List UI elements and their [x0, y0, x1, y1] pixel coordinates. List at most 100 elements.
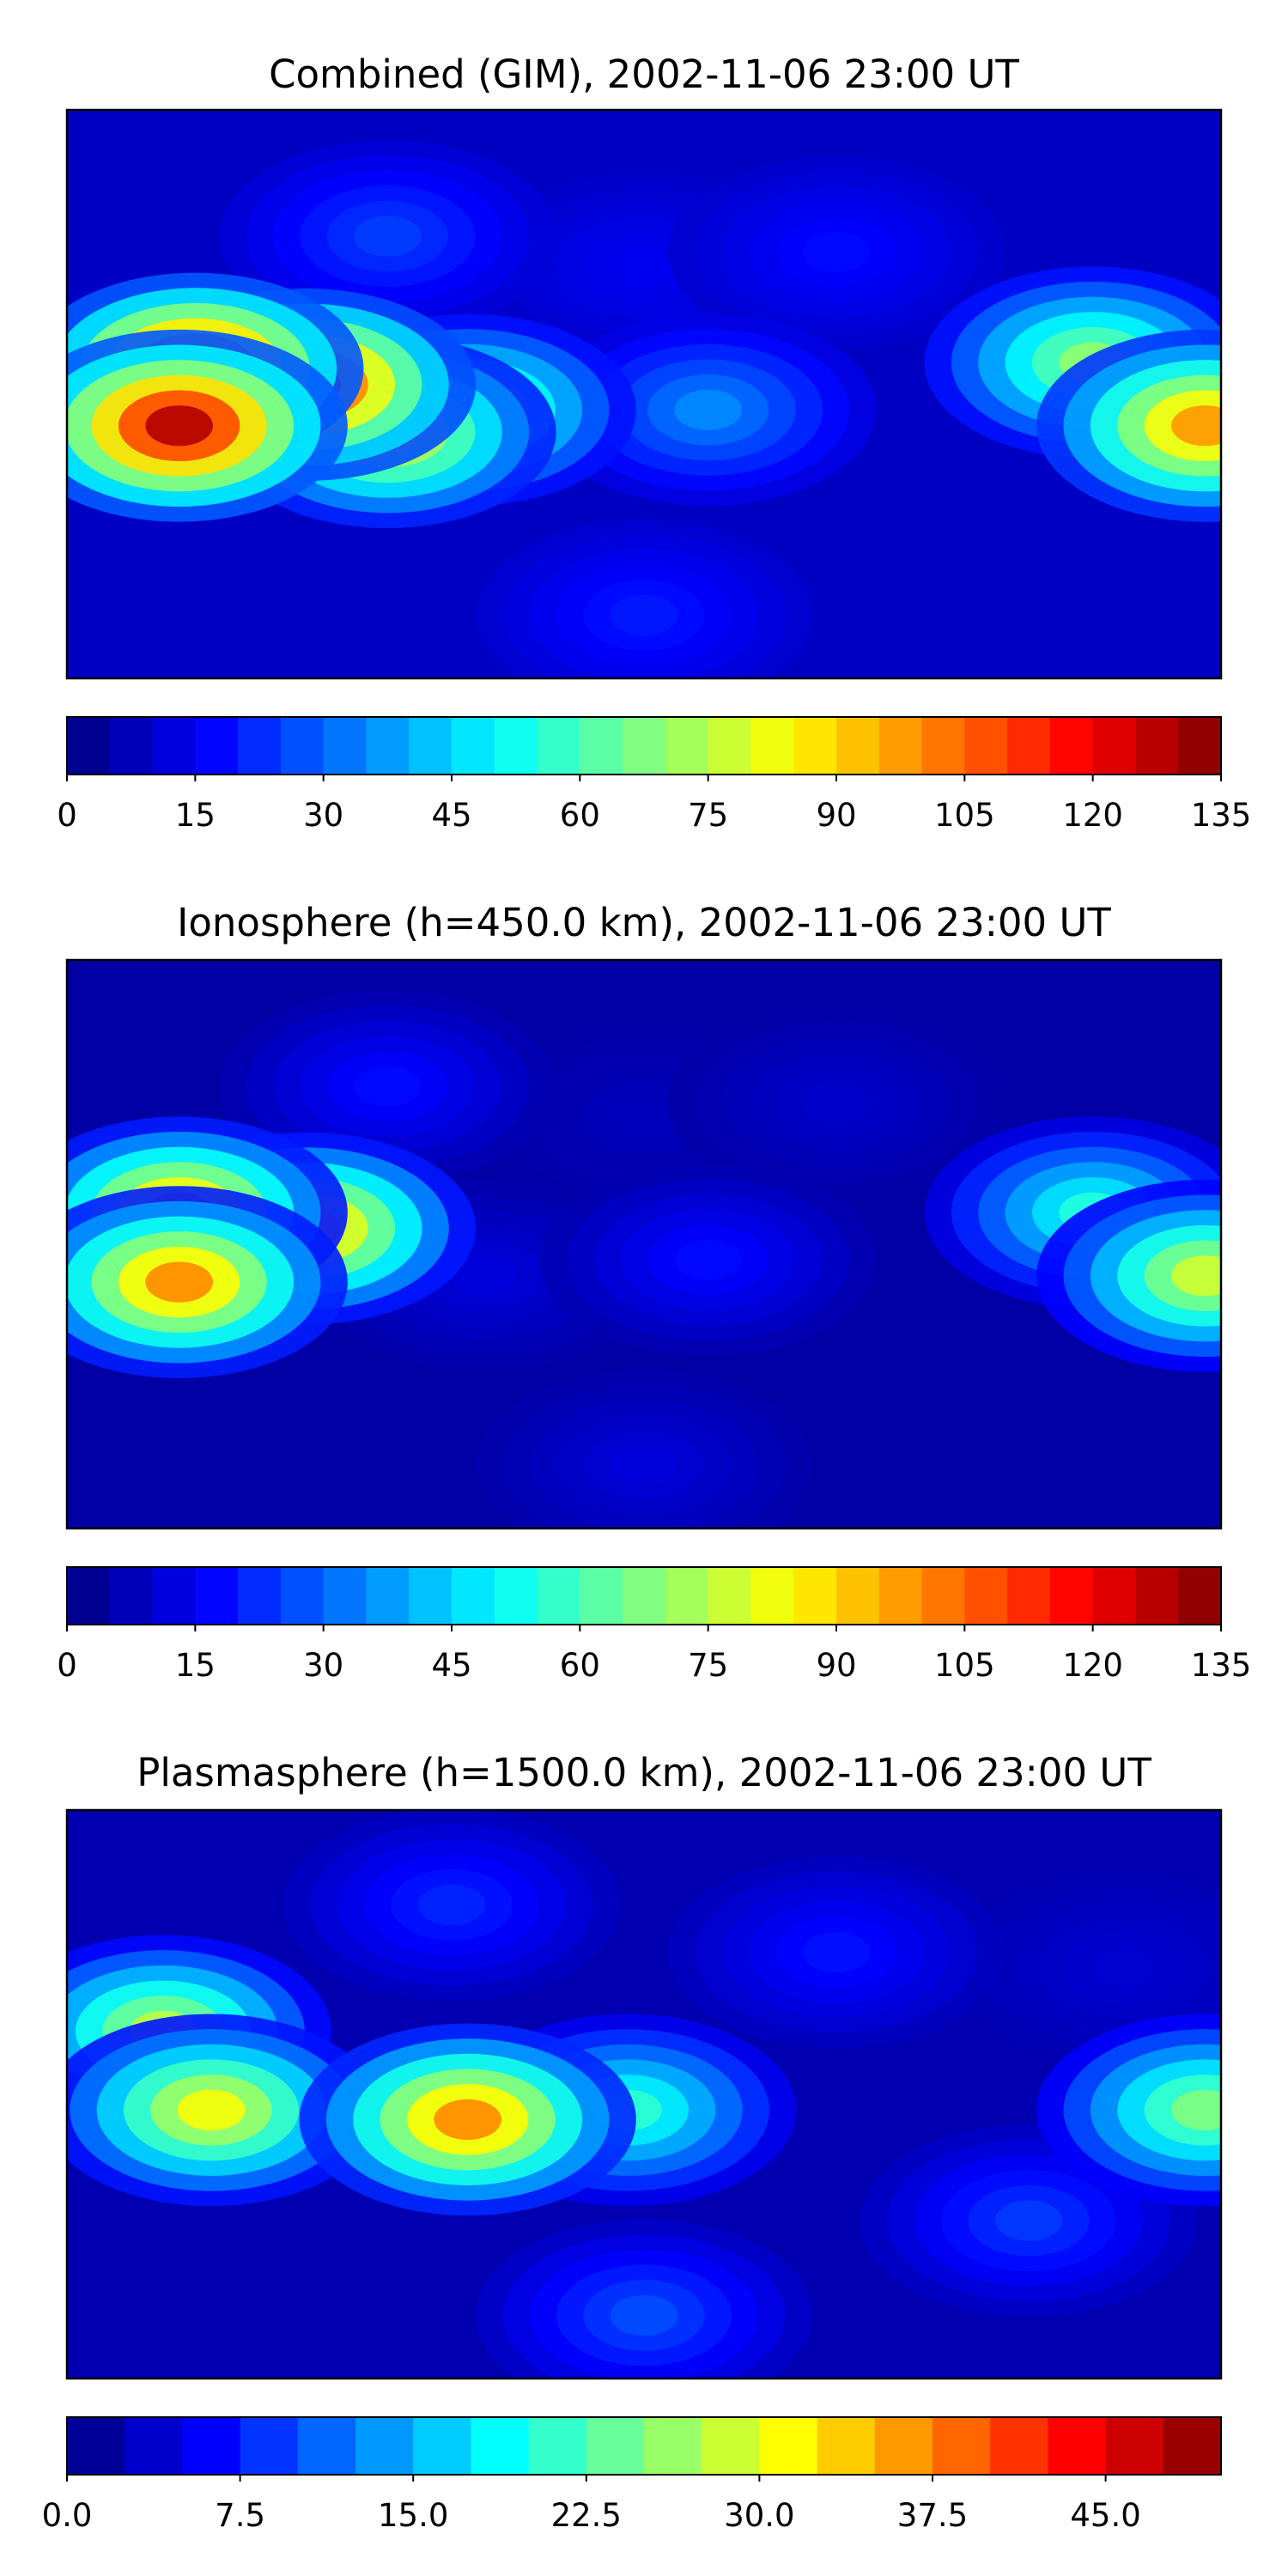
- colorbar-swatch: [280, 717, 325, 775]
- colorbar-swatch: [964, 1567, 1008, 1625]
- colorbar-swatch: [152, 717, 196, 775]
- colorbar-swatch: [836, 717, 880, 775]
- colorbar-swatch: [67, 717, 111, 775]
- panel-1-colorbar: 0 15 30 45 60 75 90 105 120 135: [57, 716, 1251, 834]
- colorbar-swatch: [750, 717, 794, 775]
- colorbar-tick-label: 120: [1062, 1647, 1123, 1684]
- colorbar-swatch: [580, 1567, 623, 1625]
- colorbar-swatch: [1135, 1567, 1179, 1625]
- colorbar-swatch: [280, 1567, 325, 1625]
- field-region-level: [449, 1255, 518, 1297]
- field-region-level: [417, 1884, 486, 1925]
- colorbar-swatch: [1178, 717, 1222, 775]
- colorbar-swatch: [793, 717, 837, 775]
- field-region-level: [177, 2089, 246, 2131]
- colorbar-swatch: [528, 2417, 587, 2475]
- colorbar-tick-label: 60: [560, 1647, 600, 1684]
- colorbar-swatch: [1163, 2417, 1222, 2475]
- map-frame: [65, 108, 1223, 680]
- field-region-level: [353, 216, 422, 257]
- panel-2-title: Ionosphere (h=450.0 km), 2002-11-06 23:0…: [177, 900, 1111, 945]
- colorbar-swatch: [964, 717, 1008, 775]
- colorbar-swatch: [665, 717, 709, 775]
- colorbar-tick-label: 135: [1191, 1647, 1252, 1684]
- colorbar-frame: [66, 1566, 1222, 1625]
- colorbar-tick-label: 45: [431, 797, 471, 834]
- field-region-level: [802, 231, 871, 273]
- panel-3-title: Plasmasphere (h=1500.0 km), 2002-11-06 2…: [137, 1750, 1151, 1795]
- colorbar-swatch: [750, 1567, 794, 1625]
- colorbar-tick-label: 75: [688, 1647, 728, 1684]
- panel-1-title: Combined (GIM), 2002-11-06 23:00 UT: [269, 52, 1019, 97]
- colorbar-swatch: [793, 1567, 837, 1625]
- colorbar-swatch: [152, 1567, 196, 1625]
- field-region-level: [1170, 1255, 1221, 1297]
- field-region-level: [802, 1081, 871, 1123]
- colorbar-swatch: [238, 1567, 282, 1625]
- panel-2-map: [65, 958, 1223, 1530]
- colorbar-swatch: [195, 1567, 239, 1625]
- colorbar-swatch: [125, 2417, 183, 2475]
- field-region-level: [1170, 2089, 1221, 2131]
- colorbar-swatch: [708, 717, 752, 775]
- colorbar-tick-label: 105: [934, 1647, 995, 1684]
- colorbar-swatch: [874, 2417, 933, 2475]
- colorbar-swatch: [109, 1567, 154, 1625]
- colorbar-swatch: [494, 1567, 538, 1625]
- colorbar-frame: [66, 716, 1222, 775]
- field-region-level: [802, 1931, 871, 1973]
- colorbar-swatch: [878, 717, 923, 775]
- colorbar-swatch: [836, 1567, 880, 1625]
- colorbar-tick-label: 30: [303, 1647, 343, 1684]
- colorbar-tick-label: 45: [431, 1647, 471, 1684]
- colorbar-tick-label: 120: [1062, 797, 1123, 834]
- colorbar-swatch: [933, 2417, 991, 2475]
- field-region-level: [674, 1239, 743, 1281]
- colorbar-tick-label: 60: [560, 797, 600, 834]
- colorbar-swatch: [1049, 1567, 1094, 1625]
- colorbar-tick-label: 15.0: [378, 2497, 448, 2534]
- colorbar-swatch: [702, 2417, 760, 2475]
- colorbar-swatch: [1048, 2417, 1107, 2475]
- colorbar-swatch: [817, 2417, 876, 2475]
- colorbar-swatch: [644, 2417, 702, 2475]
- colorbar-swatch: [67, 2417, 125, 2475]
- colorbar-swatch: [665, 1567, 709, 1625]
- colorbar-tick-label: 90: [816, 1647, 856, 1684]
- colorbar-swatch: [413, 2417, 471, 2475]
- colorbar-swatch: [67, 1567, 111, 1625]
- colorbar-swatch: [355, 2417, 414, 2475]
- field-region-level: [610, 594, 678, 636]
- colorbar-swatch: [878, 1567, 923, 1625]
- map-frame: [65, 958, 1223, 1530]
- colorbar-swatch: [238, 717, 282, 775]
- field-region-level: [1091, 1947, 1159, 1989]
- colorbar-swatch: [623, 717, 666, 775]
- colorbar-swatch: [1178, 1567, 1222, 1625]
- colorbar-swatch: [708, 1567, 752, 1625]
- colorbar-swatch: [240, 2417, 299, 2475]
- colorbar-swatch: [1007, 717, 1051, 775]
- colorbar-swatch: [366, 1567, 410, 1625]
- colorbar-tick-label: 90: [816, 797, 856, 834]
- colorbar-tick-label: 30.0: [724, 2497, 794, 2534]
- field-region-level: [1170, 405, 1221, 447]
- colorbar-swatch: [623, 1567, 666, 1625]
- map-frame: [65, 1808, 1223, 2380]
- colorbar-tick-label: 15: [175, 797, 216, 834]
- colorbar-swatch: [1092, 1567, 1137, 1625]
- colorbar-swatch: [1092, 717, 1137, 775]
- colorbar-swatch: [990, 2417, 1048, 2475]
- colorbar-swatch: [182, 2417, 241, 2475]
- colorbar-tick-label: 37.5: [897, 2497, 968, 2534]
- colorbar-swatch: [323, 1567, 368, 1625]
- colorbar-frame: [66, 2416, 1222, 2476]
- colorbar-tick-label: 0: [57, 1647, 77, 1684]
- colorbar-swatch: [409, 717, 453, 775]
- colorbar-swatch: [921, 717, 965, 775]
- colorbar-swatch: [1105, 2417, 1164, 2475]
- colorbar-swatch: [323, 717, 368, 775]
- colorbar-swatch: [409, 1567, 453, 1625]
- colorbar-swatch: [195, 717, 239, 775]
